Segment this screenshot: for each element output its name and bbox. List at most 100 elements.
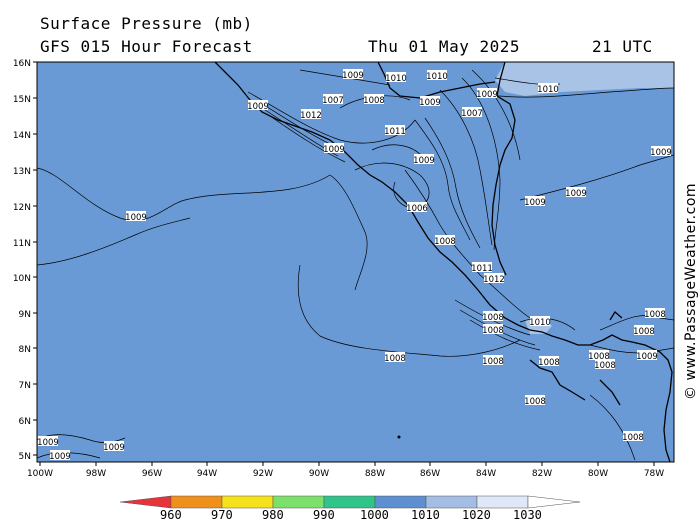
colorbar-label: 1000 (360, 508, 389, 522)
colorbar-label: 1030 (513, 508, 542, 522)
isobar-label: 1009 (419, 98, 441, 108)
isobar-label-box (385, 352, 405, 362)
isobar-label-box (595, 359, 615, 369)
lon-label: 98W (86, 469, 106, 479)
isobar-label-box (462, 107, 482, 117)
isobar-label: 1008 (588, 352, 610, 362)
lon-label: 92W (253, 469, 273, 479)
lon-label: 82W (532, 469, 552, 479)
isobar-label: 1008 (538, 358, 560, 368)
lat-label: 7N (19, 381, 31, 391)
isobar-label: 1008 (482, 357, 504, 367)
isobar-labels: 1009100810091009100610081008100810081009… (37, 69, 672, 462)
isobar-label-box (386, 72, 406, 82)
isobar-label: 1008 (482, 326, 504, 336)
isobar-label-box (645, 308, 665, 318)
lat-label: 16N (13, 59, 31, 69)
isobar-label: 1008 (363, 96, 385, 106)
colorbar-label: 960 (160, 508, 182, 522)
lon-label: 80W (588, 469, 608, 479)
isobar-label-box (484, 273, 504, 283)
isobar-label-box (420, 96, 440, 106)
colorbar-label: 1020 (462, 508, 491, 522)
colorbar-segment (374, 495, 427, 509)
colorbar-segment (425, 495, 478, 509)
ocean-fill (37, 62, 674, 462)
map-title: Surface Pressure (mb) (40, 14, 253, 33)
isobar-label-box (651, 146, 671, 156)
isobar-label-box (539, 356, 559, 366)
isobar-label: 1010 (529, 318, 551, 328)
colorbar-segment (119, 495, 172, 509)
colorbar (119, 495, 581, 509)
isobar-label-box (566, 187, 586, 197)
isobar-label: 1008 (482, 313, 504, 323)
forecast-date: Thu 01 May 2025 (368, 37, 520, 56)
colorbar-label: 980 (262, 508, 284, 522)
lat-label: 11N (13, 239, 31, 249)
isobar-label: 1006 (406, 204, 428, 214)
island-marker (397, 435, 401, 439)
map-frame (36, 61, 675, 463)
isobar-label-box (483, 355, 503, 365)
isobar-label: 1010 (537, 85, 559, 95)
lat-label: 10N (13, 274, 31, 284)
isobar-label: 1009 (37, 438, 59, 448)
colorbar-label: 990 (313, 508, 335, 522)
isobar-label-box (634, 325, 654, 335)
colorbar-segment (170, 495, 223, 509)
isobar-label: 1009 (342, 71, 364, 81)
isobar-label-box (427, 70, 447, 80)
lon-label: 88W (365, 469, 385, 479)
isobar-label: 1012 (300, 111, 322, 121)
isobar-label: 1008 (384, 354, 406, 364)
forecast-time: 21 UTC (592, 37, 653, 56)
isobar-label-box (301, 109, 321, 119)
isobar-label-box (525, 395, 545, 405)
isobar-label-box (637, 350, 657, 360)
isobar-label: 1009 (49, 452, 71, 462)
isobar-label: 1009 (565, 189, 587, 199)
isobar-label-box (435, 235, 455, 245)
lat-label: 14N (13, 131, 31, 141)
lon-label: 90W (309, 469, 329, 479)
isobar-label-box (472, 262, 492, 272)
colorbar-segment (221, 495, 274, 509)
lat-label: 6N (19, 417, 31, 427)
lon-label: 100W (27, 469, 53, 479)
isobar-label-box (126, 211, 146, 221)
lat-label: 12N (13, 203, 31, 213)
lon-label: 96W (142, 469, 162, 479)
isobar-label-box (385, 125, 405, 135)
isobar-label: 1009 (103, 443, 125, 453)
isobar-label-box (248, 100, 268, 110)
site-credit: © www.PassageWeather.com (683, 182, 699, 400)
forecast-subtitle: GFS 015 Hour Forecast (40, 37, 253, 56)
colorbar-label: 1010 (411, 508, 440, 522)
isobar-label-box (483, 311, 503, 321)
isobar-label-box (407, 202, 427, 212)
isobar-label-box (323, 94, 343, 104)
isobar-label: 1009 (125, 213, 147, 223)
isobar-label: 1008 (524, 397, 546, 407)
axis-ticks (33, 61, 655, 466)
lon-label: 84W (476, 469, 496, 479)
isobar-label-box (538, 83, 558, 93)
isobar-label: 1008 (594, 361, 616, 371)
isobar-label: 1007 (461, 109, 483, 119)
lat-label: 13N (13, 167, 31, 177)
colorbar-segment (527, 495, 581, 509)
colorbar-segment (323, 495, 376, 509)
isobar-label: 1010 (385, 74, 407, 84)
isobar-label: 1012 (483, 275, 505, 285)
isobar-label-box (623, 431, 643, 441)
isobar-label-box (483, 324, 503, 334)
isobar-label: 1008 (434, 237, 456, 247)
isobar-label-box (343, 69, 363, 79)
lat-label: 9N (19, 310, 31, 320)
isobar-label: 1008 (633, 327, 655, 337)
isobar-label: 1009 (650, 148, 672, 158)
lat-label: 8N (19, 345, 31, 355)
colorbar-segment (476, 495, 529, 509)
